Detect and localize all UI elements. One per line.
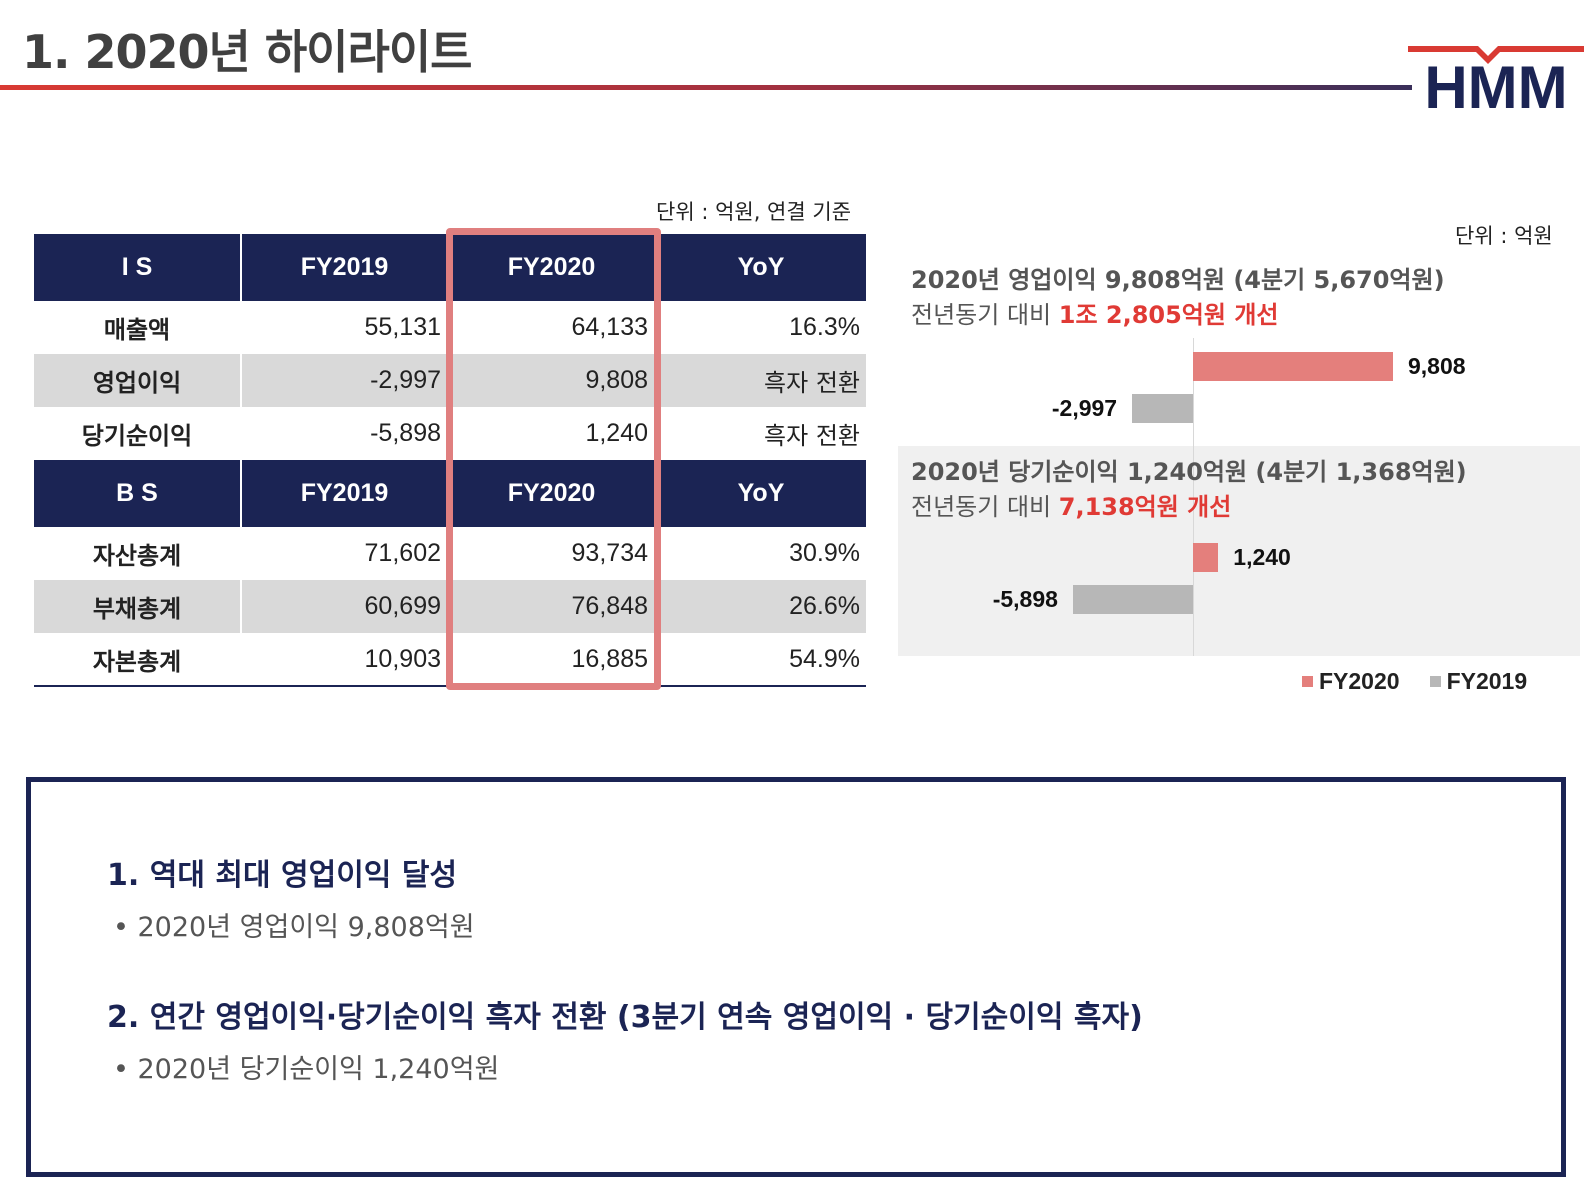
summary-bullet-2: • 2020년 당기순이익 1,240억원 (113, 1054, 500, 1085)
net-income-subtitle: 전년동기 대비 7,138억원 개선 (911, 487, 1231, 522)
table-row: 부채총계 60,699 76,848 26.6% (34, 580, 866, 633)
net-income-title: 2020년 당기순이익 1,240억원 (4분기 1,368억원) (911, 458, 1467, 486)
row-label: 부채총계 (34, 580, 241, 633)
bar-fy2020 (1193, 543, 1219, 572)
cell-fy2019: 71,602 (240, 527, 448, 580)
is-header-row: I S FY2019 FY2020 YoY (34, 234, 866, 301)
bar-fy2019 (1131, 394, 1193, 423)
bar-fy2020 (1193, 352, 1393, 381)
chart-legend: FY2020 FY2019 (1302, 668, 1557, 695)
row-label: 자본총계 (34, 633, 241, 687)
cell-yoy: 흑자 전환 (654, 354, 866, 407)
op-sub-prefix: 전년동기 대비 (911, 301, 1059, 329)
header-cell: B S (34, 460, 241, 527)
legend-swatch-fy2019 (1429, 676, 1441, 687)
summary-bullet-1: • 2020년 영업이익 9,808억원 (113, 912, 475, 943)
header-cell: YoY (654, 234, 866, 301)
bar-fy2019 (1072, 585, 1193, 614)
legend-label-fy2020: FY2020 (1319, 668, 1400, 694)
page-title: 1. 2020년 하이라이트 (22, 25, 472, 79)
chart-zero-axis (1193, 338, 1194, 656)
legend-label-fy2019: FY2019 (1446, 668, 1528, 694)
cell-fy2020: 76,848 (447, 580, 655, 633)
table-row: 당기순이익 -5,898 1,240 흑자 전환 (34, 407, 866, 460)
cell-fy2019: 10,903 (240, 633, 448, 687)
title-divider (0, 85, 1412, 90)
bar-label-fy2019: -2,997 (1051, 395, 1118, 421)
header-cell: FY2019 (240, 234, 448, 301)
cell-fy2019: -2,997 (240, 354, 448, 407)
bar-label-fy2019: -5,898 (992, 586, 1058, 612)
net-sub-prefix: 전년동기 대비 (911, 493, 1059, 521)
cell-fy2019: 55,131 (240, 301, 448, 354)
header-cell: I S (34, 234, 241, 301)
summary-point-2: 2. 연간 영업이익·당기순이익 흑자 전환 (3분기 연속 영업이익 · 당기… (107, 1000, 1143, 1035)
cell-fy2020: 64,133 (447, 301, 655, 354)
row-label: 영업이익 (34, 354, 241, 407)
legend-item-fy2019: FY2019 (1429, 668, 1528, 695)
header-cell: FY2019 (240, 460, 448, 527)
bar-label-fy2020: 9,808 (1408, 353, 1466, 379)
bs-header-row: B S FY2019 FY2020 YoY (34, 460, 866, 527)
op-income-subtitle: 전년동기 대비 1조 2,805억원 개선 (911, 295, 1278, 330)
cell-fy2019: 60,699 (240, 580, 448, 633)
net-income-panel (898, 446, 1580, 656)
summary-box: 1. 역대 최대 영업이익 달성 • 2020년 영업이익 9,808억원 2.… (26, 777, 1566, 1177)
cell-yoy: 30.9% (654, 527, 866, 580)
table-row: 자본총계 10,903 16,885 54.9% (34, 633, 866, 687)
cell-yoy: 54.9% (654, 633, 866, 687)
logo-text: HMM (1424, 54, 1567, 114)
table-row: 매출액 55,131 64,133 16.3% (34, 301, 866, 354)
legend-item-fy2020: FY2020 (1302, 668, 1400, 695)
summary-point-1: 1. 역대 최대 영업이익 달성 (107, 858, 458, 893)
row-label: 당기순이익 (81, 422, 193, 450)
op-sub-amount: 1조 2,805억원 개선 (1058, 301, 1279, 329)
legend-swatch-fy2020 (1302, 676, 1313, 687)
fy2020-highlight-frame (446, 228, 661, 690)
header-cell: YoY (654, 460, 866, 527)
cell-fy2020: 1,240 (447, 407, 655, 460)
cell-fy2020: 93,734 (447, 527, 655, 580)
table-row: 자산총계 71,602 93,734 30.9% (34, 527, 866, 580)
op-income-title: 2020년 영업이익 9,808억원 (4분기 5,670억원) (911, 266, 1445, 294)
cell-yoy: 흑자 전환 (654, 407, 866, 460)
cell-fy2019: -5,898 (240, 407, 448, 460)
row-label: 매출액 (103, 316, 171, 344)
net-sub-amount: 7,138억원 개선 (1058, 493, 1232, 521)
header-cell: FY2020 (447, 460, 655, 527)
cell-yoy: 16.3% (654, 301, 866, 354)
financial-table: I S FY2019 FY2020 YoY 매출액 55,131 64,133 … (34, 234, 866, 687)
row-label: 자산총계 (92, 542, 182, 570)
hmm-logo: HMM (1408, 46, 1584, 114)
cell-yoy: 26.6% (654, 580, 866, 633)
table-unit: 단위 : 억원, 연결 기준 (656, 200, 852, 224)
chart-unit: 단위 : 억원 (1455, 224, 1553, 248)
header-cell: FY2020 (447, 234, 655, 301)
bar-label-fy2020: 1,240 (1233, 544, 1291, 570)
